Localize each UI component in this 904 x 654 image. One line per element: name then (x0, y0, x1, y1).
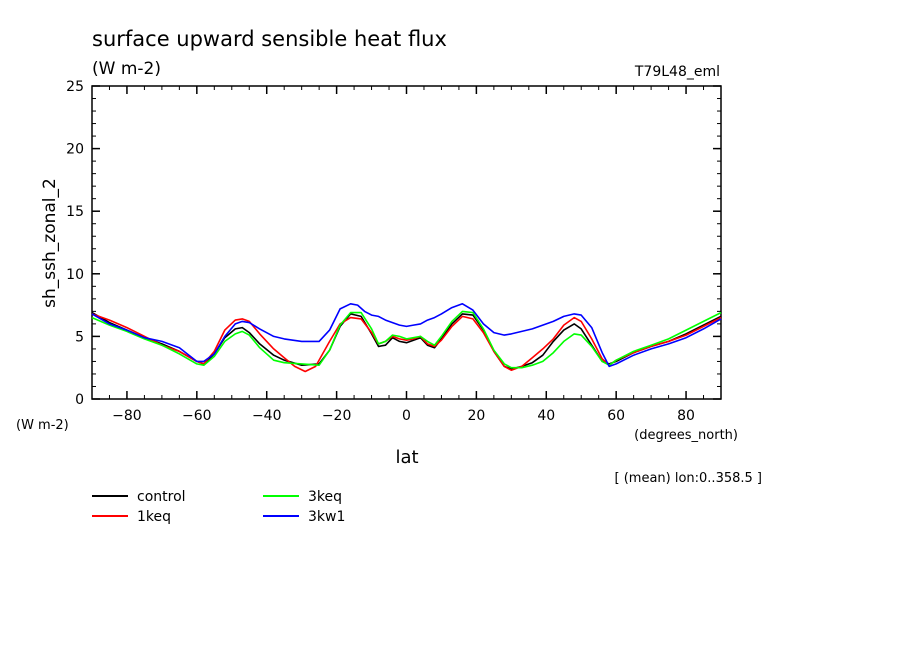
series-lines (91, 302, 722, 373)
y-tick-label: 5 (75, 329, 84, 345)
y-axis-units: (W m-2) (16, 418, 69, 433)
series-line-control (91, 311, 722, 370)
y-tick-label: 10 (66, 267, 84, 283)
chart-title: surface upward sensible heat flux (92, 27, 447, 51)
series-line-3keq (91, 310, 722, 369)
x-axis-units: (degrees_north) (634, 428, 738, 443)
x-tick-label: −20 (322, 408, 352, 424)
y-tick-label: 15 (66, 204, 84, 220)
y-tick-label: 25 (66, 79, 84, 95)
axes: −80 −60 −40 −20 0 20 40 60 80 0 5 10 15 20 25 (66, 79, 722, 424)
x-tick-label: 0 (402, 408, 411, 424)
x-tick-label: 60 (607, 408, 625, 424)
x-tick-label: −80 (112, 408, 142, 424)
experiment-label: T79L48_eml (634, 64, 720, 80)
legend: control 1keq 3keq 3kw1 (92, 489, 345, 525)
legend-item-3kw1: 3kw1 (263, 509, 345, 525)
y-axis-label: sh_ssh_zonal_2 (40, 178, 60, 308)
x-tick-label: −60 (182, 408, 212, 424)
mean-note: [ (mean) lon:0..358.5 ] (615, 471, 763, 486)
y-tick-label: 20 (66, 142, 84, 158)
legend-item-control: control (92, 489, 186, 505)
legend-label: control (137, 489, 186, 505)
y-tick-label: 0 (75, 392, 84, 408)
x-tick-label: −40 (252, 408, 282, 424)
legend-item-1keq: 1keq (92, 509, 171, 525)
series-line-1keq (91, 313, 722, 373)
legend-item-3keq: 3keq (263, 489, 342, 505)
series-line-3kw1 (91, 302, 722, 368)
x-tick-label: 40 (537, 408, 555, 424)
title-units: (W m-2) (92, 59, 161, 79)
plot-frame (91, 85, 722, 400)
legend-label: 1keq (137, 509, 171, 525)
plot-area (91, 85, 722, 400)
legend-label: 3keq (308, 489, 342, 505)
x-axis-label: lat (395, 447, 418, 468)
legend-label: 3kw1 (308, 509, 345, 525)
x-tick-label: 20 (467, 408, 485, 424)
x-tick-label: 80 (677, 408, 695, 424)
